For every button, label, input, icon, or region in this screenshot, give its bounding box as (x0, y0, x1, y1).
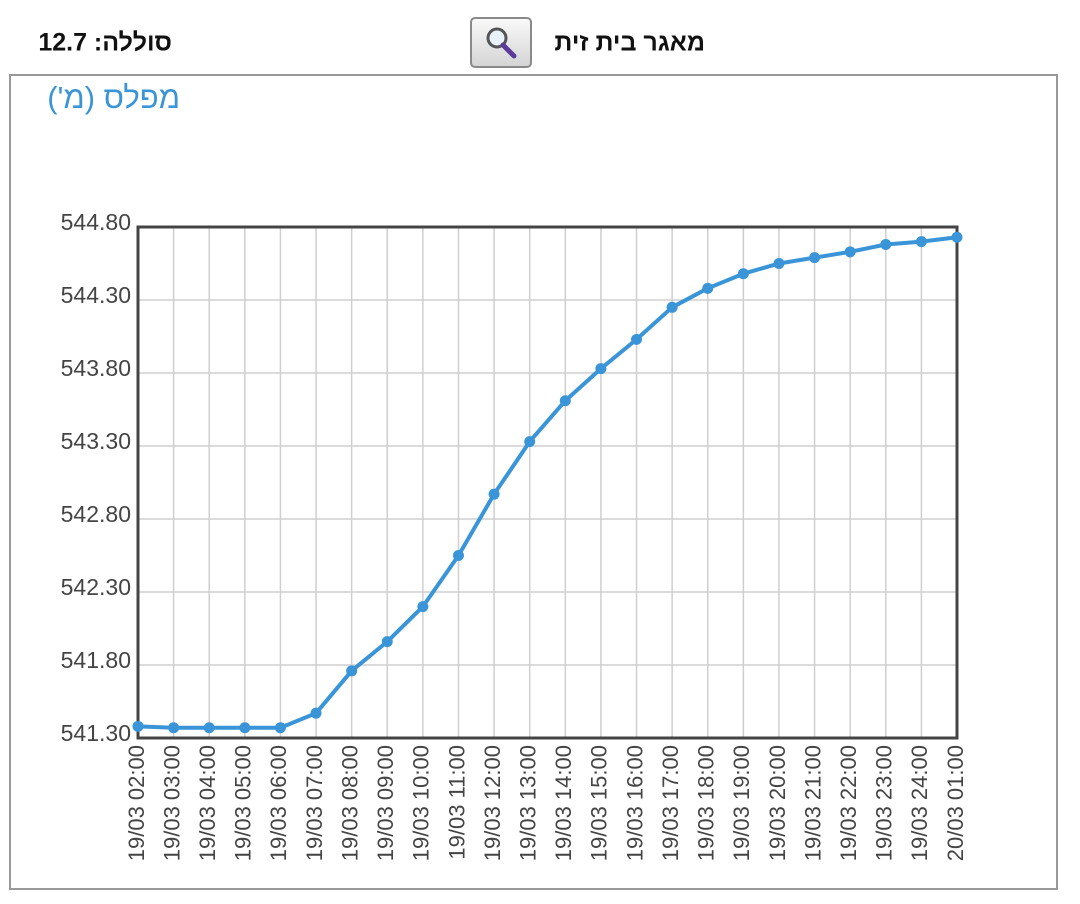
point (488, 488, 500, 500)
point (310, 707, 322, 719)
chart-title: מפלס (מ') (47, 80, 180, 115)
search-button[interactable] (470, 17, 532, 68)
x-tick-label: 19/03 07:00 (302, 745, 327, 861)
x-tick-label: 19/03 18:00 (694, 745, 719, 861)
point (631, 333, 643, 345)
y-tick-label: 542.30 (61, 574, 131, 600)
point (524, 436, 536, 448)
point (880, 239, 892, 251)
chart-frame (9, 74, 1058, 890)
point (381, 636, 393, 648)
x-tick-label: 19/03 13:00 (516, 745, 541, 861)
point (203, 722, 215, 734)
x-tick-label: 19/03 12:00 (480, 745, 505, 861)
point (452, 550, 464, 561)
x-tick-label: 19/03 21:00 (800, 745, 825, 861)
x-tick-label: 19/03 17:00 (658, 745, 683, 861)
y-tick-label: 541.80 (61, 647, 131, 673)
point (417, 601, 429, 613)
x-tick-label: 19/03 06:00 (266, 745, 291, 861)
x-tick-label: 19/03 03:00 (159, 745, 184, 861)
x-tick-label: 19/03 04:00 (195, 745, 220, 861)
point (702, 282, 714, 294)
point (915, 236, 927, 248)
point (951, 231, 963, 243)
y-tick-label: 543.30 (61, 428, 131, 454)
x-tick-label: 19/03 08:00 (337, 745, 362, 861)
y-tick-label: 543.80 (61, 355, 131, 381)
point (559, 395, 571, 407)
x-tick-label: 19/03 22:00 (836, 745, 861, 861)
y-tick-label: 544.80 (61, 209, 131, 235)
x-tick-label: 19/03 19:00 (729, 745, 754, 861)
battery: סוללה: 12.7 (38, 29, 172, 57)
x-tick-label: 19/03 14:00 (551, 745, 576, 861)
x-tick-label: 19/03 09:00 (373, 745, 398, 861)
x-tick-label: 19/03 11:00 (444, 745, 469, 860)
x-tick-label: 19/03 10:00 (409, 745, 434, 861)
y-tick-label: 541.30 (61, 720, 131, 746)
x-tick-label: 19/03 15:00 (587, 745, 612, 861)
station-title: מאגר בית זית (554, 29, 705, 57)
point (666, 301, 678, 313)
point (274, 722, 286, 734)
point (132, 720, 144, 732)
point (844, 246, 856, 258)
x-tick-label: 20/03 01:00 (943, 745, 968, 861)
x-tick-label: 19/03 23:00 (872, 745, 897, 861)
point (773, 258, 785, 269)
point (168, 722, 180, 734)
x-tick-label: 19/03 20:00 (765, 745, 790, 861)
plot-border (136, 225, 959, 740)
y-tick-label: 542.80 (61, 501, 131, 527)
point (595, 363, 607, 375)
y-tick-label: 544.30 (61, 282, 131, 308)
x-tick-label: 19/03 02:00 (124, 745, 149, 861)
point (737, 268, 749, 280)
point (239, 722, 251, 734)
point (346, 665, 358, 677)
point (809, 252, 821, 264)
line (137, 235, 958, 730)
x-tick-label: 19/03 16:00 (622, 745, 647, 861)
x-tick-label: 19/03 24:00 (907, 745, 932, 861)
x-tick-label: 19/03 05:00 (231, 745, 256, 861)
